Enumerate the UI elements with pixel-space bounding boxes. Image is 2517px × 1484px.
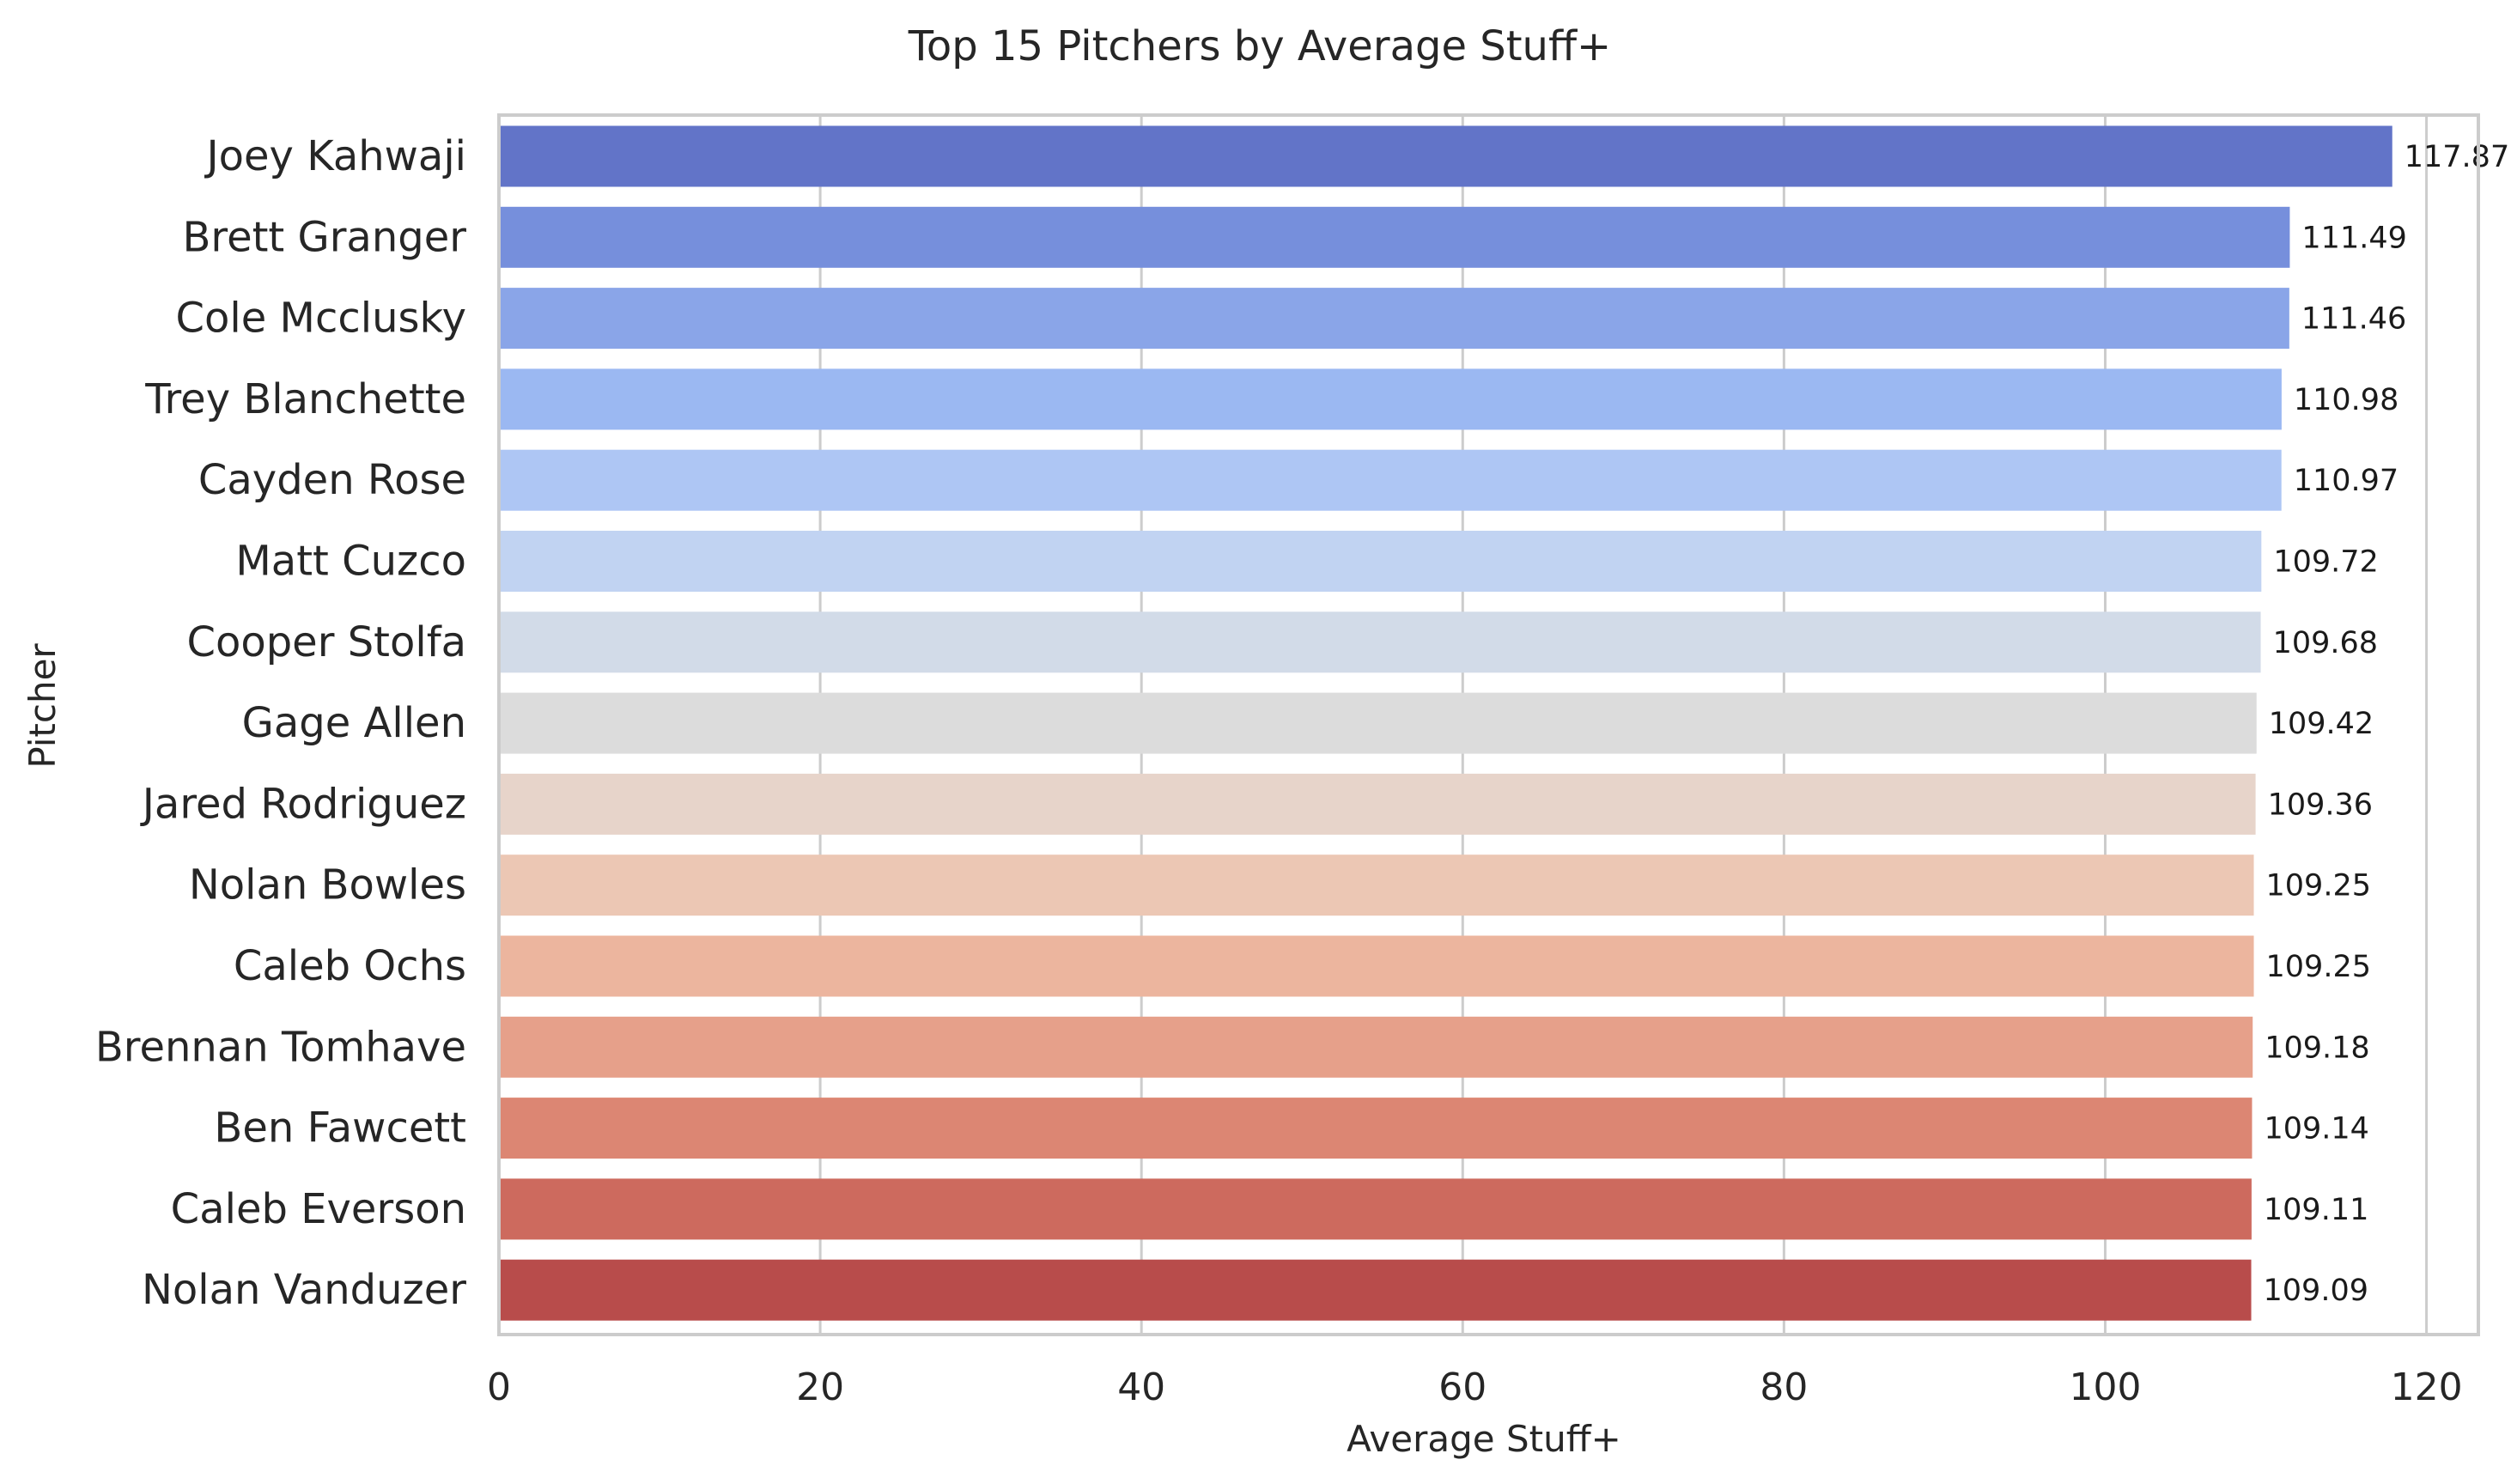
x-tick-label: 120 bbox=[2391, 1365, 2463, 1409]
y-tick-label: Nolan Bowles bbox=[189, 861, 466, 909]
y-tick-label: Brett Granger bbox=[182, 213, 466, 261]
bar bbox=[499, 773, 2256, 835]
x-tick-label: 40 bbox=[1117, 1365, 1165, 1409]
y-tick-label: Brennan Tomhave bbox=[95, 1023, 466, 1071]
bar bbox=[499, 855, 2254, 916]
y-tick-label: Cayden Rose bbox=[198, 456, 466, 504]
bar bbox=[499, 1259, 2252, 1321]
data-label: 109.25 bbox=[2266, 869, 2371, 903]
y-tick-label: Joey Kahwaji bbox=[204, 132, 466, 180]
x-tick-label: 0 bbox=[487, 1365, 511, 1409]
y-tick-label: Ben Fawcett bbox=[214, 1104, 466, 1153]
y-tick-label: Trey Blanchette bbox=[144, 375, 466, 423]
y-tick-label: Cole Mcclusky bbox=[176, 295, 466, 343]
data-label: 109.36 bbox=[2268, 788, 2373, 822]
data-label: 109.18 bbox=[2265, 1031, 2369, 1065]
data-label: 111.49 bbox=[2301, 221, 2406, 255]
data-label: 109.25 bbox=[2266, 950, 2371, 984]
data-label: 109.68 bbox=[2273, 626, 2378, 660]
bars bbox=[499, 125, 2392, 1321]
bar bbox=[499, 125, 2392, 187]
x-tick-label: 20 bbox=[796, 1365, 844, 1409]
bar bbox=[499, 1098, 2253, 1159]
y-tick-label: Nolan Vanduzer bbox=[142, 1266, 466, 1314]
data-label: 109.72 bbox=[2273, 545, 2378, 580]
y-tick-labels: Joey Kahwaji Brett Granger Cole Mcclusky Tr… bbox=[95, 132, 466, 1314]
bar bbox=[499, 368, 2282, 430]
y-tick-label: Cooper Stolfa bbox=[186, 618, 466, 666]
data-label: 109.11 bbox=[2264, 1193, 2368, 1227]
data-labels: 117.87 111.49 111.46 110.98 110.97 109.72 109.… bbox=[2264, 140, 2510, 1308]
plot-frame bbox=[497, 113, 2480, 1336]
bar bbox=[499, 449, 2282, 511]
bar bbox=[499, 1178, 2252, 1240]
y-tick-label: Caleb Everson bbox=[171, 1185, 466, 1233]
x-axis-label: Average Stuff+ bbox=[1347, 1418, 1621, 1460]
bar bbox=[499, 611, 2261, 673]
data-label: 110.97 bbox=[2294, 464, 2398, 498]
bar bbox=[499, 206, 2290, 268]
x-tick-labels: 0 20 40 60 80 100 120 bbox=[487, 1365, 2463, 1409]
bar bbox=[499, 1016, 2253, 1078]
data-label: 117.87 bbox=[2405, 140, 2509, 174]
y-axis-label: Pitcher bbox=[21, 643, 64, 769]
data-label: 109.09 bbox=[2264, 1274, 2368, 1308]
y-tick-label: Gage Allen bbox=[242, 699, 466, 747]
data-label: 109.14 bbox=[2264, 1112, 2368, 1146]
data-label: 109.42 bbox=[2269, 707, 2374, 741]
chart-title: Top 15 Pitchers by Average Stuff+ bbox=[908, 22, 1611, 70]
y-tick-label: Matt Cuzco bbox=[235, 538, 466, 586]
x-tick-label: 100 bbox=[2070, 1365, 2142, 1409]
data-label: 110.98 bbox=[2294, 383, 2398, 417]
y-tick-label: Caleb Ochs bbox=[234, 942, 466, 990]
x-tick-label: 60 bbox=[1438, 1365, 1486, 1409]
bar bbox=[499, 288, 2289, 350]
bar bbox=[499, 531, 2262, 592]
x-tick-label: 80 bbox=[1760, 1365, 1808, 1409]
y-tick-label: Jared Rodriguez bbox=[140, 780, 466, 828]
bar bbox=[499, 935, 2254, 997]
bar bbox=[499, 692, 2257, 754]
data-label: 111.46 bbox=[2301, 302, 2406, 337]
